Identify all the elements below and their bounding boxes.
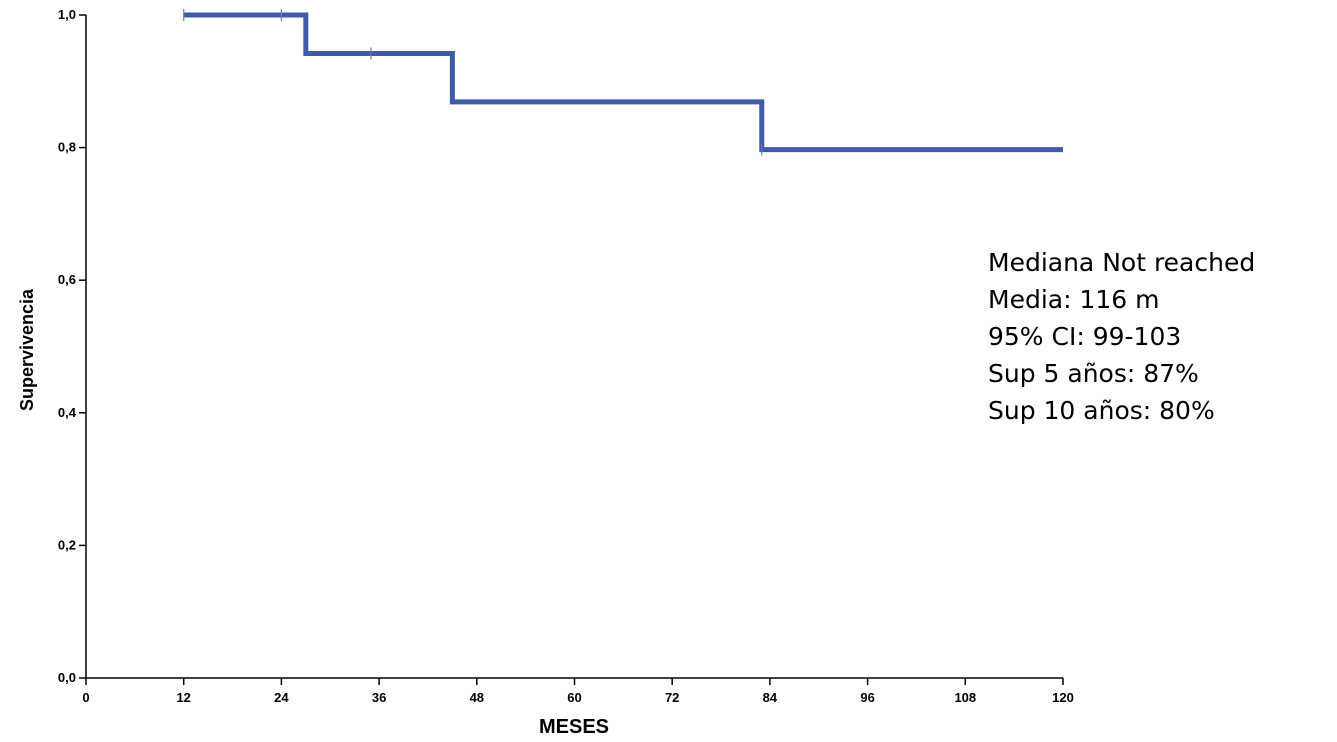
annotation-10yr: Sup 10 años: 80%: [988, 396, 1215, 425]
annotation-mean: Media: 116 m: [988, 285, 1160, 314]
plot-area: [183, 9, 1063, 156]
x-tick-label: 0: [82, 690, 89, 705]
x-tick-label: 12: [176, 690, 190, 705]
x-tick-label: 72: [665, 690, 679, 705]
y-tick-label: 0,6: [58, 272, 76, 287]
x-tick-label: 36: [372, 690, 386, 705]
y-ticks: 0,0 0,2 0,4 0,6 0,8 1,0: [58, 7, 86, 685]
x-tick-label: 60: [567, 690, 581, 705]
x-ticks: 0 12 24 36 48 60 72 84 96 108 120: [82, 678, 1074, 705]
x-tick-label: 24: [274, 690, 289, 705]
y-tick-label: 1,0: [58, 7, 76, 22]
x-tick-label: 96: [860, 690, 874, 705]
x-tick-label: 48: [470, 690, 484, 705]
annotation-5yr: Sup 5 años: 87%: [988, 359, 1199, 388]
y-tick-label: 0,0: [58, 670, 76, 685]
x-axis-title: MESES: [539, 716, 609, 738]
x-tick-label: 120: [1052, 690, 1074, 705]
y-tick-label: 0,8: [58, 140, 76, 155]
x-tick-label: 84: [763, 690, 778, 705]
y-tick-label: 0,2: [58, 537, 76, 552]
summary-annotation: Mediana Not reached Media: 116 m 95% CI:…: [988, 244, 1255, 429]
axes: [85, 15, 1063, 679]
x-tick-label: 108: [954, 690, 976, 705]
y-tick-label: 0,4: [58, 405, 77, 420]
annotation-ci: 95% CI: 99-103: [988, 322, 1182, 351]
annotation-median: Mediana Not reached: [988, 248, 1256, 277]
survival-step-line: [183, 12, 1063, 153]
y-axis-title: Supervivencia: [17, 288, 37, 411]
